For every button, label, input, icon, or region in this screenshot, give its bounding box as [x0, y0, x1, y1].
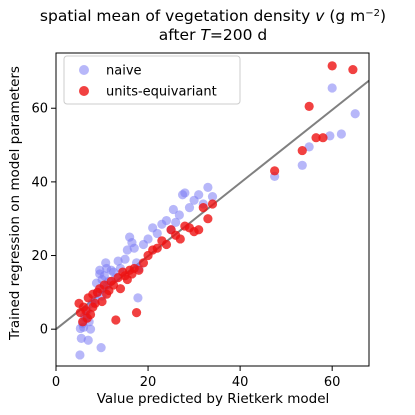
point-naive [143, 234, 153, 244]
point-naive [325, 131, 335, 141]
point-naive [85, 324, 96, 334]
point-units-equivariant [194, 225, 204, 235]
y-tick-label: 20 [31, 249, 48, 264]
point-naive [207, 192, 218, 202]
legend: naive units-equivariant [63, 55, 241, 105]
x-tick-label: 20 [140, 375, 157, 390]
point-naive [96, 342, 106, 353]
plot-frame [55, 52, 370, 367]
point-naive [113, 256, 123, 266]
point-naive [304, 142, 314, 152]
point-units-equivariant [304, 101, 314, 111]
point-units-equivariant [318, 133, 328, 143]
point-naive [133, 293, 143, 303]
x-tick-label: 0 [52, 375, 60, 390]
point-units-equivariant [311, 133, 321, 143]
point-units-equivariant [131, 308, 142, 318]
point-naive [95, 265, 105, 275]
point-units-equivariant [203, 214, 213, 224]
point-units-equivariant [108, 280, 119, 290]
point-naive [76, 333, 86, 343]
point-units-equivariant [152, 243, 162, 253]
point-units-equivariant [175, 234, 185, 244]
point-naive [327, 83, 337, 93]
point-units-equivariant [134, 265, 144, 275]
x-axis-ticks: 0 20 40 60 [52, 366, 341, 390]
point-units-equivariant [97, 296, 107, 307]
point-units-equivariant [161, 239, 172, 250]
point-naive [194, 190, 204, 200]
legend-marker-units-equivariant [79, 86, 89, 96]
legend-box [63, 55, 241, 105]
x-tick-label: 60 [324, 375, 341, 390]
point-naive [336, 129, 346, 139]
legend-marker-naive [79, 65, 89, 75]
point-units-equivariant [138, 258, 149, 268]
title-line-1: spatial mean of vegetation density v (g … [40, 7, 386, 25]
title-line-2: after T=200 d [159, 26, 267, 44]
point-naive [122, 245, 132, 255]
point-units-equivariant [88, 302, 98, 312]
point-units-equivariant [82, 313, 92, 323]
point-naive [297, 160, 307, 170]
point-units-equivariant [207, 199, 218, 209]
point-naive [83, 335, 93, 345]
point-naive [168, 204, 178, 215]
point-naive [171, 217, 181, 227]
point-units-equivariant [115, 284, 126, 294]
x-axis-label: Value predicted by Rietkerk model [97, 391, 330, 407]
point-naive [174, 210, 184, 220]
point-naive [350, 109, 360, 119]
point-naive [152, 228, 162, 239]
y-axis-ticks: 0 20 40 60 [31, 102, 56, 338]
point-naive [180, 188, 190, 198]
point-units-equivariant [327, 61, 337, 71]
point-naive [75, 350, 85, 360]
point-naive [161, 215, 172, 226]
chart-title: spatial mean of vegetation density v (g … [40, 7, 386, 44]
point-naive [120, 254, 130, 264]
point-units-equivariant [270, 166, 280, 176]
point-units-equivariant [111, 315, 121, 325]
point-naive [129, 243, 139, 253]
x-tick-label: 40 [232, 375, 249, 390]
point-units-equivariant [348, 64, 358, 75]
y-tick-label: 40 [31, 175, 48, 190]
y-axis-label: Trained regression on model parameters [7, 66, 23, 341]
legend-label-units-equivariant: units-equivariant [106, 85, 217, 100]
legend-label-naive: naive [106, 64, 142, 79]
y-tick-label: 0 [40, 323, 48, 338]
point-units-equivariant [198, 203, 208, 213]
y-tick-label: 60 [31, 102, 48, 117]
point-naive [184, 203, 195, 213]
point-naive [203, 182, 213, 193]
point-units-equivariant [297, 145, 307, 156]
scatter-points [74, 61, 360, 360]
